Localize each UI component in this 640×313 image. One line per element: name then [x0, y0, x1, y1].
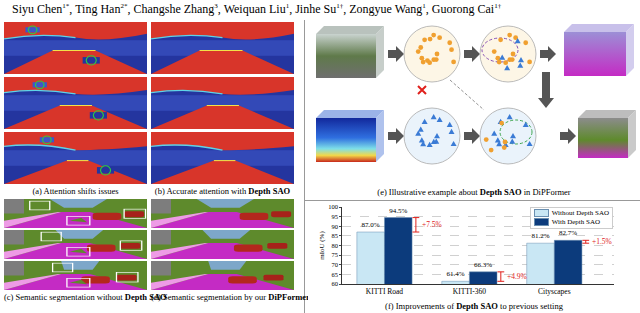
- svg-text:+7.5%: +7.5%: [422, 220, 442, 229]
- svg-text:60: 60: [331, 280, 338, 287]
- svg-text:82.7%: 82.7%: [559, 229, 577, 237]
- svg-text:87.0%: 87.0%: [362, 221, 380, 229]
- svg-text:90: 90: [331, 223, 338, 230]
- svg-text:KITTI Road: KITTI Road: [366, 287, 404, 296]
- html-text:Without Depth SAO: Without Depth SAO: [551, 209, 609, 217]
- html-text:(b) Accurate attention with De: (b) Accurate attention with Depth SAO: [154, 186, 291, 196]
- html-text:(a) Attention shifts issues: (a) Attention shifts issues: [32, 186, 119, 196]
- html-text:(f) Improvements of Depth SAO: (f) Improvements of Depth SAO to previou…: [385, 301, 563, 311]
- html-text:Siyu Chen1*, Ting Han2*, Chang: Siyu Chen1*, Ting Han2*, Changshe Zhang3…: [12, 2, 502, 16]
- svg-text:KITTI-360: KITTI-360: [453, 287, 487, 296]
- svg-text:95: 95: [331, 213, 338, 220]
- html-text:(c) Semantic segmentation with: (c) Semantic segmentation without Depth …: [4, 292, 167, 302]
- svg-text:70: 70: [331, 261, 338, 268]
- svg-text:94.5%: 94.5%: [389, 207, 407, 215]
- svg-text:65: 65: [331, 271, 338, 278]
- svg-text:81.2%: 81.2%: [531, 232, 549, 240]
- svg-text:61.4%: 61.4%: [446, 270, 464, 278]
- html-text:(d) Semantic segmentation by o: (d) Semantic segmentation by our DiPForm…: [151, 292, 310, 302]
- svg-text:+1.5%: +1.5%: [592, 237, 612, 246]
- svg-text:75: 75: [331, 251, 338, 258]
- svg-text:85: 85: [331, 232, 338, 239]
- html-text:With Depth SAO: With Depth SAO: [551, 218, 600, 226]
- svg-text:Cityscapes: Cityscapes: [538, 287, 571, 296]
- html-text:(e) Illustrative example about: (e) Illustrative example about Depth SAO…: [377, 187, 571, 197]
- svg-text:mIoU (%): mIoU (%): [318, 231, 326, 260]
- svg-text:+4.9%: +4.9%: [507, 272, 527, 281]
- svg-text:80: 80: [331, 242, 338, 249]
- svg-text:100: 100: [328, 203, 338, 210]
- svg-text:66.3%: 66.3%: [474, 261, 492, 269]
